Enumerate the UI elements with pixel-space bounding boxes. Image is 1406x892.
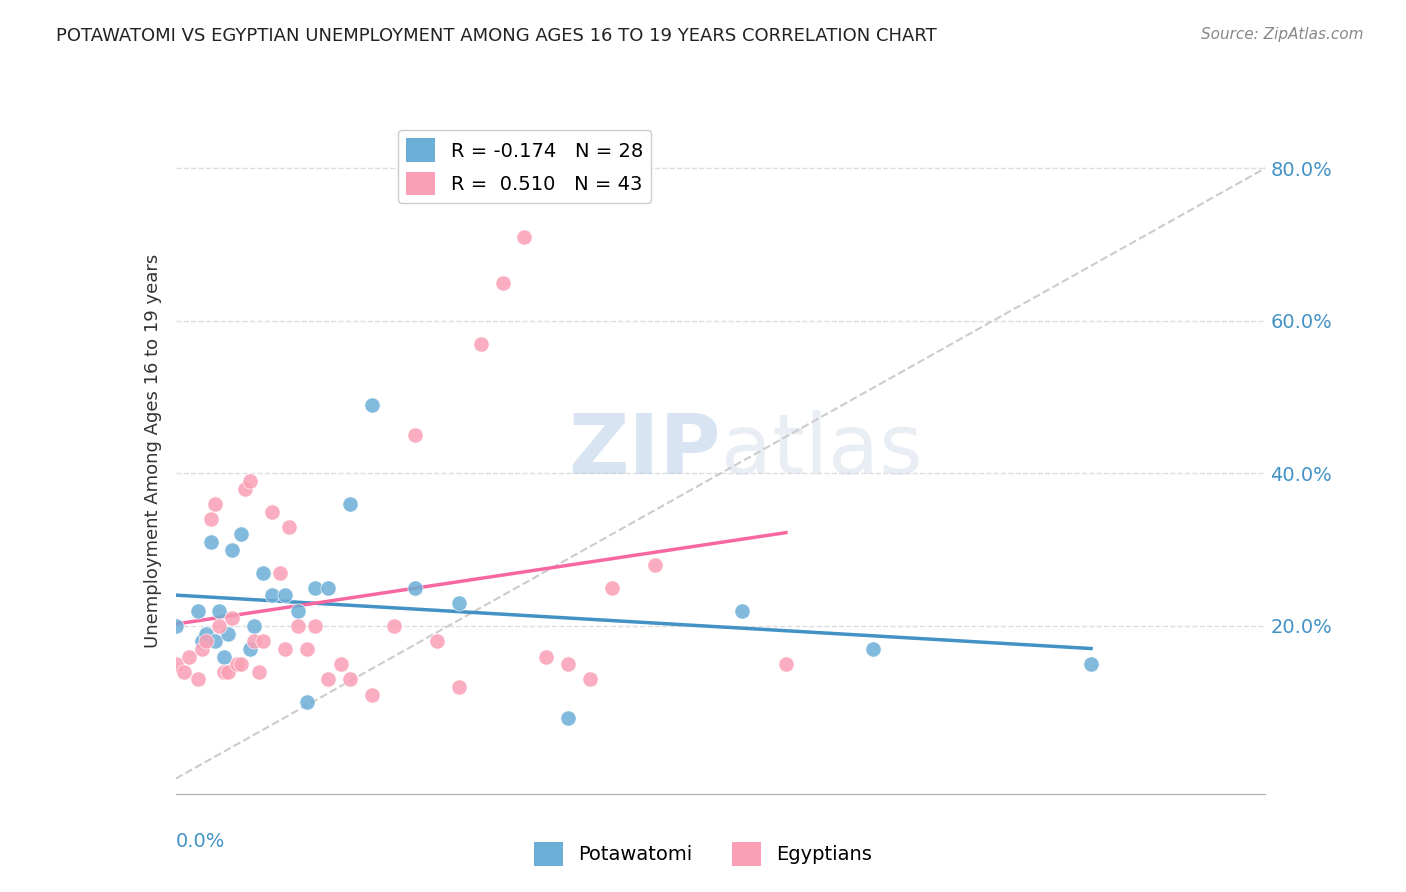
- Point: [208, 619, 231, 633]
- Point: [200, 535, 222, 549]
- Point: [1080, 657, 1102, 672]
- Point: [221, 542, 243, 557]
- Point: [200, 512, 222, 526]
- Point: [287, 604, 309, 618]
- Point: [862, 641, 884, 656]
- Point: [252, 566, 274, 580]
- Point: [243, 634, 266, 648]
- Point: [260, 589, 283, 603]
- Point: [217, 626, 239, 640]
- Point: [217, 665, 239, 679]
- Point: [513, 229, 536, 244]
- Point: [318, 581, 340, 595]
- Point: [304, 581, 326, 595]
- Point: [260, 504, 283, 518]
- Point: [287, 619, 309, 633]
- Point: [204, 497, 226, 511]
- Point: [186, 673, 209, 687]
- Point: [579, 673, 602, 687]
- Point: [173, 665, 195, 679]
- Y-axis label: Unemployment Among Ages 16 to 19 years: Unemployment Among Ages 16 to 19 years: [143, 253, 162, 648]
- Point: [177, 649, 200, 664]
- Point: [447, 596, 470, 610]
- Point: [382, 619, 405, 633]
- Point: [235, 482, 257, 496]
- Point: [330, 657, 353, 672]
- Point: [339, 673, 361, 687]
- Point: [195, 626, 218, 640]
- Point: [231, 657, 253, 672]
- Point: [239, 474, 262, 488]
- Point: [191, 641, 214, 656]
- Point: [252, 634, 274, 648]
- Point: [274, 641, 297, 656]
- Legend: R = -0.174   N = 28, R =  0.510   N = 43: R = -0.174 N = 28, R = 0.510 N = 43: [398, 130, 651, 203]
- Point: [600, 581, 623, 595]
- Point: [212, 665, 235, 679]
- Point: [239, 641, 262, 656]
- Point: [339, 497, 361, 511]
- Text: 0.0%: 0.0%: [176, 831, 225, 851]
- Text: atlas: atlas: [721, 410, 922, 491]
- Point: [295, 641, 318, 656]
- Point: [775, 657, 797, 672]
- Point: [195, 634, 218, 648]
- Point: [360, 688, 382, 702]
- Point: [492, 276, 515, 290]
- Point: [360, 398, 382, 412]
- Point: [225, 657, 247, 672]
- Point: [221, 611, 243, 625]
- Point: [247, 665, 270, 679]
- Point: [534, 649, 557, 664]
- Point: [165, 619, 187, 633]
- Point: [191, 634, 214, 648]
- Point: [557, 657, 579, 672]
- Point: [208, 604, 231, 618]
- Point: [405, 428, 427, 442]
- Text: POTAWATOMI VS EGYPTIAN UNEMPLOYMENT AMONG AGES 16 TO 19 YEARS CORRELATION CHART: POTAWATOMI VS EGYPTIAN UNEMPLOYMENT AMON…: [56, 27, 936, 45]
- Point: [212, 649, 235, 664]
- Text: ZIP: ZIP: [568, 410, 721, 491]
- Point: [731, 604, 754, 618]
- Text: Source: ZipAtlas.com: Source: ZipAtlas.com: [1201, 27, 1364, 42]
- Point: [165, 657, 187, 672]
- Point: [295, 695, 318, 709]
- Point: [447, 680, 470, 694]
- Point: [318, 673, 340, 687]
- Point: [405, 581, 427, 595]
- Point: [644, 558, 666, 572]
- Point: [304, 619, 326, 633]
- Point: [204, 634, 226, 648]
- Point: [274, 589, 297, 603]
- Point: [243, 619, 266, 633]
- Point: [186, 604, 209, 618]
- Point: [231, 527, 253, 541]
- Point: [426, 634, 449, 648]
- Point: [470, 336, 492, 351]
- Legend: Potawatomi, Egyptians: Potawatomi, Egyptians: [526, 834, 880, 873]
- Point: [557, 710, 579, 724]
- Point: [278, 520, 301, 534]
- Point: [269, 566, 291, 580]
